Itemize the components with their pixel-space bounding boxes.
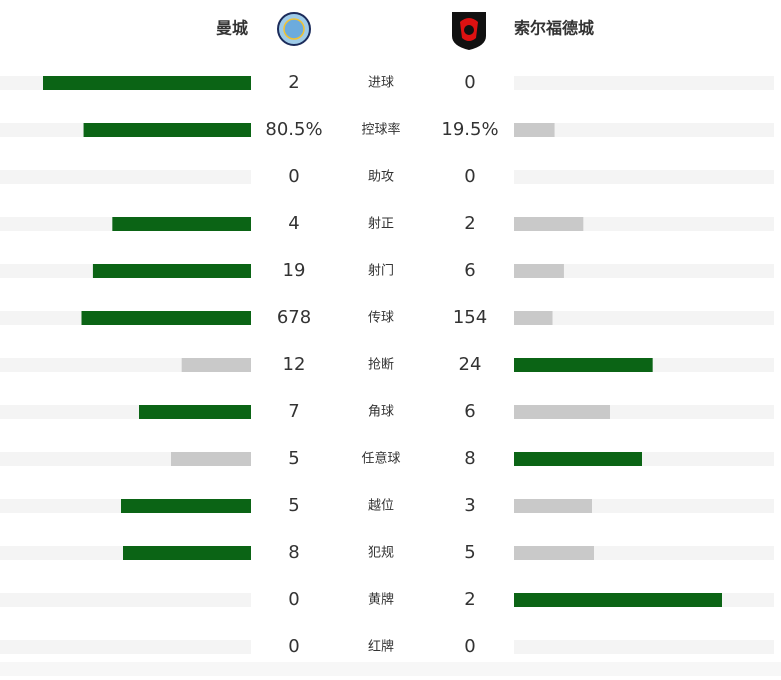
bar-track xyxy=(514,311,774,325)
stat-label: 进球 xyxy=(368,76,394,91)
home-bar xyxy=(171,452,251,466)
stat-label: 射门 xyxy=(368,263,394,279)
stat-label: 角球 xyxy=(368,405,394,420)
away-value: 2 xyxy=(464,589,475,610)
away-bar xyxy=(514,358,653,372)
away-logo xyxy=(452,12,486,50)
away-value: 6 xyxy=(464,260,475,281)
away-team: 索尔福德城 xyxy=(514,19,594,38)
home-bar xyxy=(43,76,251,90)
away-bar xyxy=(514,499,592,513)
home-value: 2 xyxy=(288,72,299,93)
home-bar xyxy=(83,123,251,137)
bar-track xyxy=(0,593,251,607)
stat-label: 黄牌 xyxy=(368,592,394,608)
away-value: 3 xyxy=(464,495,475,516)
bar-track xyxy=(514,76,774,90)
stat-label: 射正 xyxy=(368,216,394,232)
bar-track xyxy=(514,264,774,278)
away-value: 6 xyxy=(464,401,475,422)
bar-track xyxy=(514,123,774,137)
stat-label: 红牌 xyxy=(368,639,394,655)
home-value: 5 xyxy=(288,495,299,516)
stat-label: 越位 xyxy=(368,499,394,514)
home-value: 8 xyxy=(288,542,299,563)
home-bar xyxy=(112,217,251,231)
home-value: 4 xyxy=(288,213,299,234)
away-value: 24 xyxy=(459,354,482,375)
away-value: 2 xyxy=(464,213,475,234)
away-bar xyxy=(514,405,610,419)
away-value: 154 xyxy=(453,307,487,328)
stat-label: 传球 xyxy=(368,311,394,326)
away-value: 0 xyxy=(464,166,475,187)
home-bar xyxy=(81,311,251,325)
home-logo xyxy=(277,12,311,46)
home-bar xyxy=(121,499,251,513)
home-bar xyxy=(181,358,251,372)
away-bar xyxy=(514,311,553,325)
away-bar xyxy=(514,123,555,137)
bar-track xyxy=(514,170,774,184)
away-bar xyxy=(514,546,594,560)
away-value: 5 xyxy=(464,542,475,563)
home-bar xyxy=(139,405,251,419)
home-team: 曼城 xyxy=(216,19,248,38)
stat-label: 助攻 xyxy=(368,170,394,185)
home-value: 678 xyxy=(277,307,311,328)
home-bar xyxy=(92,264,251,278)
stat-label: 任意球 xyxy=(361,451,400,467)
away-bar xyxy=(514,217,584,231)
away-value: 0 xyxy=(464,72,475,93)
away-value: 19.5% xyxy=(441,119,498,140)
bar-track xyxy=(514,640,774,654)
home-value: 0 xyxy=(288,636,299,657)
home-value: 5 xyxy=(288,448,299,469)
stat-label: 抢断 xyxy=(368,357,394,373)
home-value: 12 xyxy=(283,354,306,375)
home-value: 0 xyxy=(288,589,299,610)
home-value: 80.5% xyxy=(265,119,322,140)
bottom-fade xyxy=(0,662,781,676)
stat-label: 控球率 xyxy=(361,122,400,138)
away-value: 0 xyxy=(464,636,475,657)
home-value: 7 xyxy=(288,401,299,422)
away-bar xyxy=(514,452,642,466)
home-value: 19 xyxy=(283,260,306,281)
home-value: 0 xyxy=(288,166,299,187)
stat-label: 犯规 xyxy=(368,546,394,561)
home-bar xyxy=(123,546,251,560)
bar-track xyxy=(0,170,251,184)
bar-track xyxy=(0,640,251,654)
away-bar xyxy=(514,264,564,278)
away-bar xyxy=(514,593,722,607)
away-value: 8 xyxy=(464,448,475,469)
